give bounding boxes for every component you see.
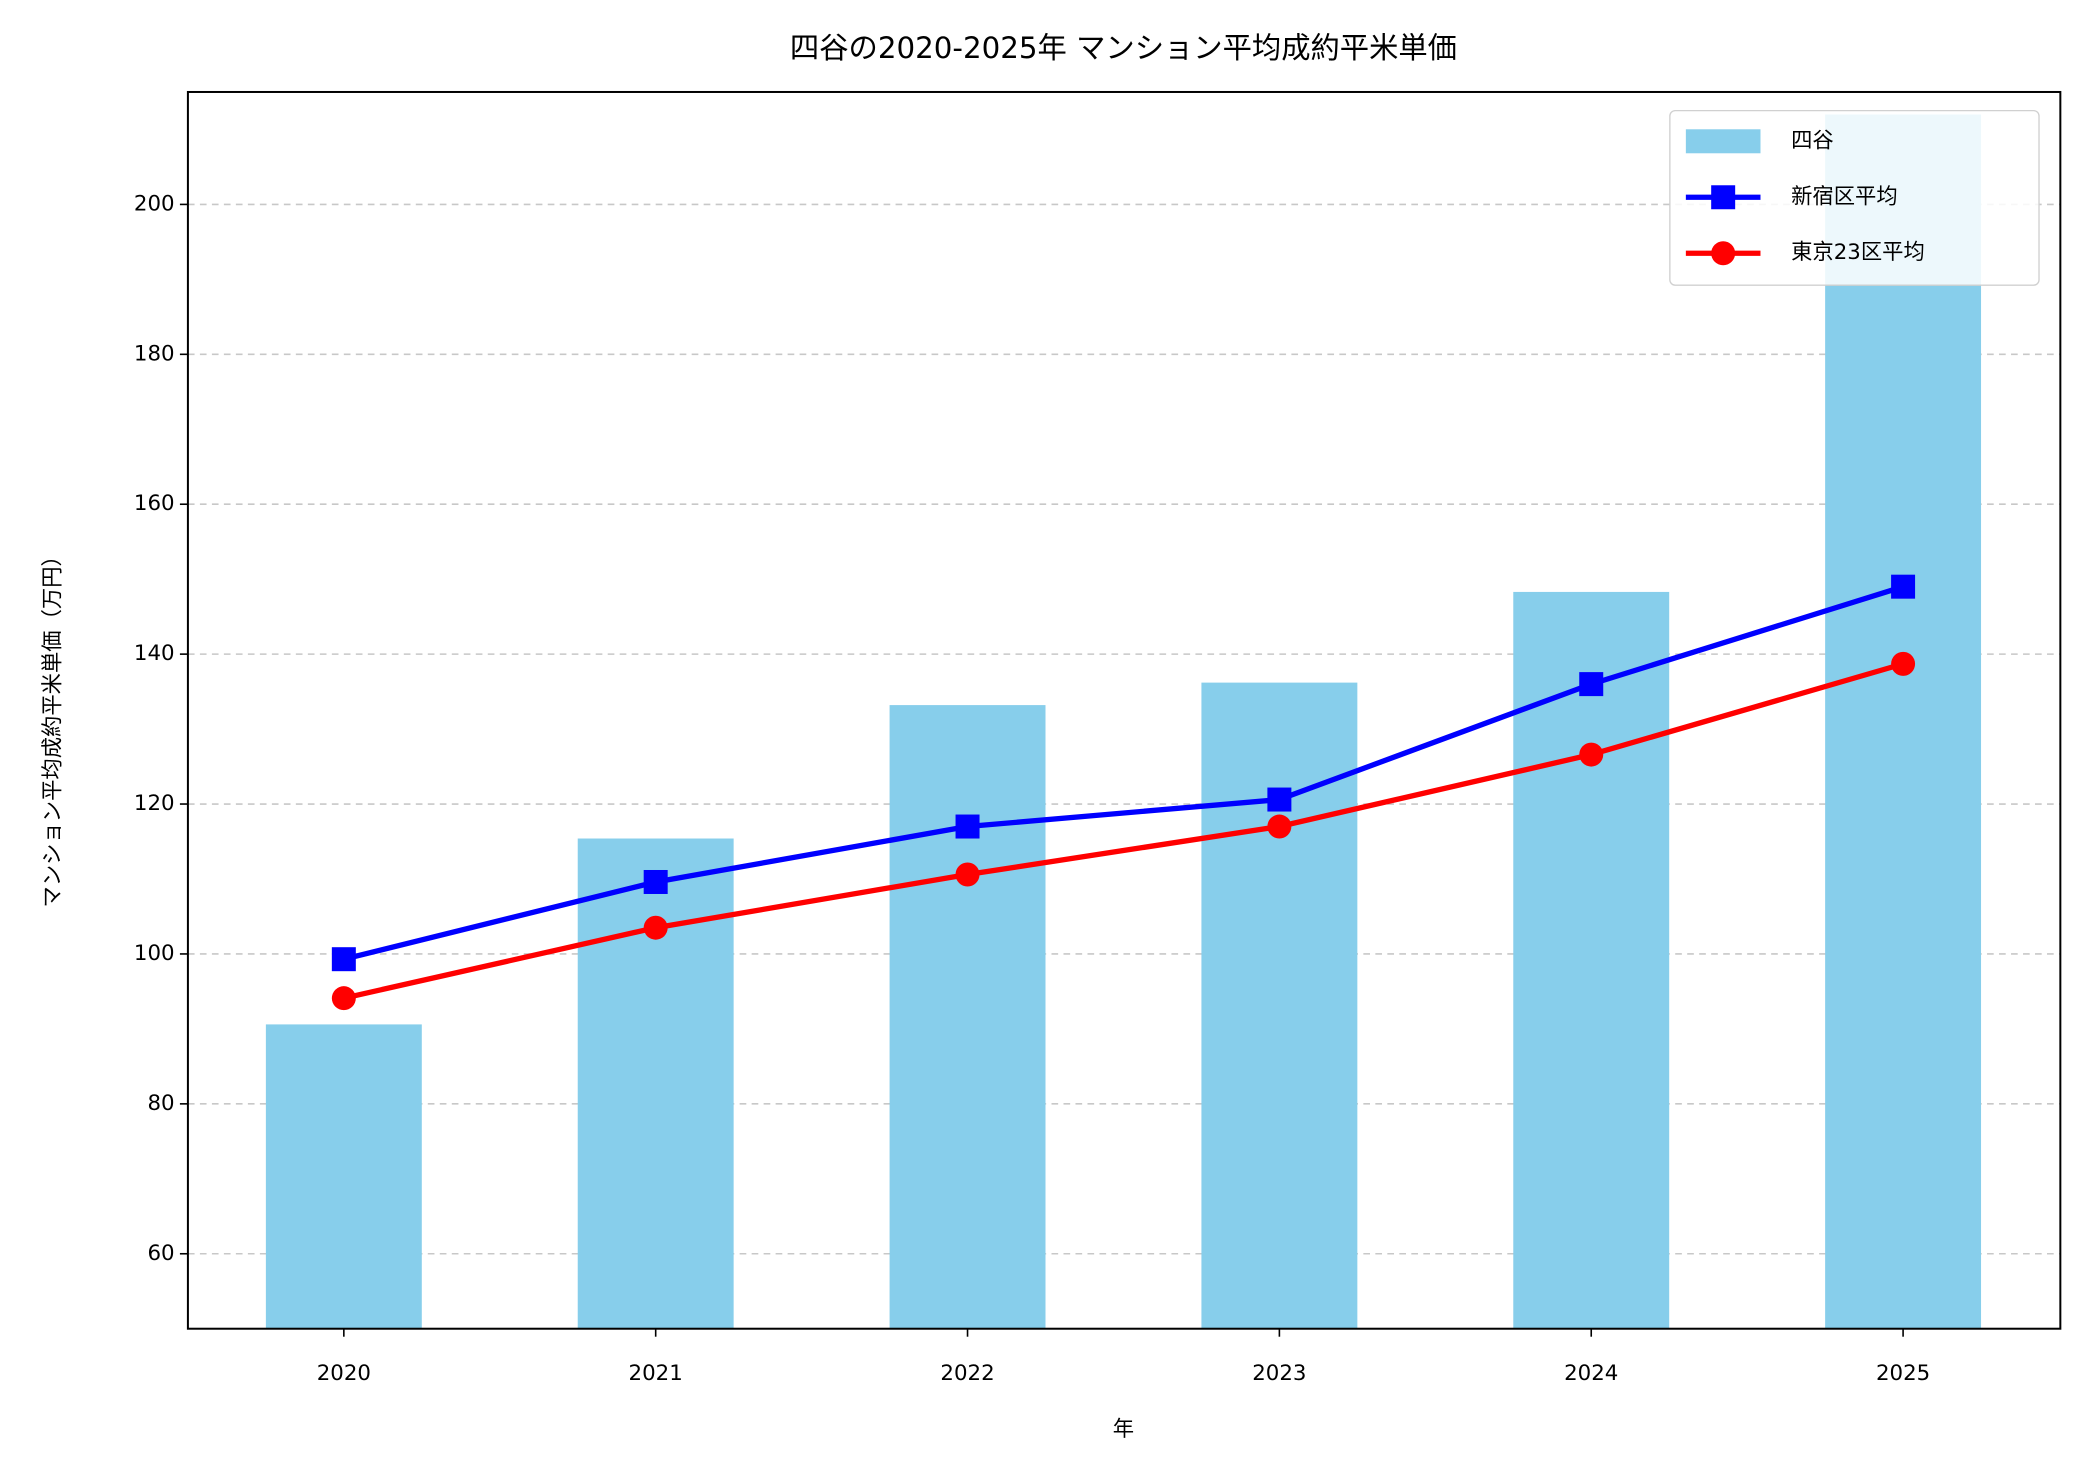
y-tick-label: 120 — [134, 791, 175, 816]
y-axis-label: マンション平均成約平米単価（万円） — [40, 545, 65, 907]
bar — [1513, 591, 1670, 1329]
marker — [1579, 742, 1604, 767]
marker — [1711, 185, 1736, 210]
legend-label: 新宿区平均 — [1791, 184, 1898, 209]
legend-label: 四谷 — [1791, 128, 1834, 153]
marker — [643, 869, 668, 894]
x-tick-label: 2020 — [317, 1361, 371, 1386]
plot-frame — [186, 90, 2062, 1330]
y-tick-label: 80 — [147, 1091, 174, 1116]
y-tick-label: 100 — [134, 941, 175, 966]
marker — [1891, 574, 1916, 599]
bar — [265, 1024, 422, 1329]
x-tick-label: 2024 — [1564, 1361, 1618, 1386]
line — [343, 661, 1904, 1001]
marker — [1711, 241, 1736, 266]
marker — [1267, 787, 1292, 812]
x-tick-label: 2025 — [1876, 1361, 1930, 1386]
x-tick-label: 2023 — [1252, 1361, 1306, 1386]
marker — [955, 814, 980, 839]
bar — [577, 838, 734, 1329]
legend-box — [1669, 109, 2040, 286]
y-tick-label: 60 — [147, 1241, 174, 1266]
marker — [955, 862, 980, 887]
y-tick-label: 200 — [134, 191, 175, 216]
bar — [889, 705, 1046, 1329]
line — [343, 584, 1904, 962]
chart-title: 四谷の2020-2025年 マンション平均成約平米単価 — [790, 31, 1457, 65]
y-tick-label: 160 — [134, 491, 175, 516]
x-tick-label: 2022 — [940, 1361, 994, 1386]
legend-label: 東京23区平均 — [1791, 240, 1925, 265]
bar — [1825, 114, 1982, 1329]
x-tick-label: 2021 — [629, 1361, 683, 1386]
marker — [1891, 651, 1916, 676]
marker — [331, 947, 356, 972]
y-tick-label: 140 — [134, 641, 175, 666]
marker — [331, 986, 356, 1011]
x-axis-label: 年 — [1113, 1417, 1134, 1442]
y-tick-label: 180 — [134, 341, 175, 366]
marker — [1267, 814, 1292, 839]
marker — [1579, 672, 1604, 697]
marker — [643, 915, 668, 940]
legend-swatch — [1685, 129, 1761, 154]
plot-area — [265, 114, 1982, 1329]
